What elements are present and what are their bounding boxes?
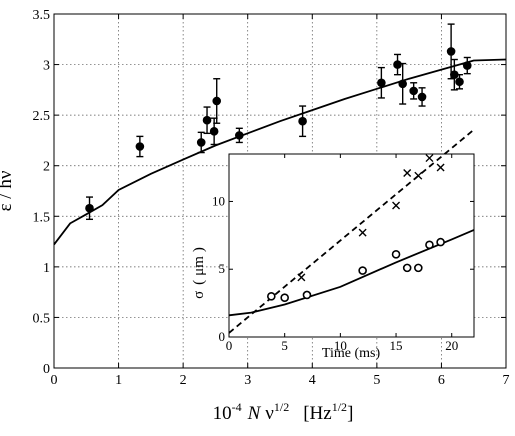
main-fit-line: [53, 58, 507, 246]
inset-tick-labels: 0 5 10 15 20 0 5 10: [212, 193, 458, 353]
inset-x-tick-label: 10: [334, 338, 347, 353]
marker-filled-circle: [212, 96, 222, 106]
marker-open-circle: [391, 250, 401, 259]
marker-open-circle: [425, 240, 434, 250]
data-point: [377, 66, 386, 99]
y-axis-label: ε / hν: [0, 170, 16, 211]
marker-open-circle: [402, 263, 412, 273]
data-point: [409, 82, 418, 100]
marker-filled-circle: [450, 70, 459, 79]
data-point: [446, 23, 456, 80]
inset-ticks: [228, 154, 474, 338]
data-point: [455, 73, 464, 90]
marker-filled-circle: [393, 60, 402, 69]
y-tick-label: 2.5: [33, 109, 51, 124]
inset-data-points: [267, 154, 445, 302]
data-point: [196, 131, 206, 154]
data-point: [417, 87, 427, 107]
data-point: [450, 58, 459, 91]
marker-open-circle: [280, 293, 289, 302]
inset-y-axis-label: σ(μm): [191, 247, 207, 299]
x-tick-label: 0: [51, 373, 58, 388]
main-data-points: [85, 23, 472, 221]
main-fit-curve: [53, 58, 507, 246]
x-tick-label: 5: [373, 373, 380, 388]
inset-x-tick-label: 15: [390, 338, 403, 353]
marker-filled-circle: [135, 142, 145, 151]
marker-x: [358, 228, 367, 237]
inset-solid-fit: [228, 229, 475, 317]
x-tick-label: 1: [115, 373, 122, 388]
marker-x: [403, 168, 412, 177]
x-tick-label: 3: [244, 373, 251, 388]
y-tick-label: 3.5: [33, 8, 51, 23]
marker-open-circle: [302, 290, 312, 300]
marker-filled-circle: [462, 61, 472, 70]
y-tick-label: 1: [43, 261, 50, 276]
data-point: [393, 53, 402, 76]
inset-axes-frame: [228, 153, 475, 338]
x-tick-label: 6: [438, 373, 445, 388]
inset-y-tick-label: 10: [212, 193, 225, 208]
marker-filled-circle: [446, 47, 456, 56]
marker-open-circle: [358, 266, 367, 275]
data-point: [462, 56, 472, 75]
marker-filled-circle: [235, 131, 244, 140]
marker-filled-circle: [455, 77, 464, 87]
marker-filled-circle: [202, 115, 212, 125]
marker-filled-circle: [417, 92, 427, 102]
data-point: [398, 62, 407, 105]
data-point: [235, 127, 244, 144]
y-tick-label: 3: [43, 59, 50, 74]
marker-x: [436, 163, 445, 172]
inset-x-tick-label: 20: [445, 338, 458, 353]
marker-filled-circle: [398, 79, 407, 89]
marker-filled-circle: [298, 116, 307, 126]
inset-y-tick-label: 0: [219, 329, 226, 344]
y-tick-label: 0.5: [33, 311, 51, 326]
y-tick-label: 2: [43, 160, 50, 175]
main-tick-labels: 0 1 2 3 4 5 6 7 0 0.5 1 1.5 2 2.5 3 3.5: [33, 8, 510, 388]
data-point: [202, 106, 212, 135]
marker-filled-circle: [85, 203, 94, 213]
marker-x: [297, 273, 306, 282]
data-point: [85, 196, 94, 221]
marker-x: [425, 154, 434, 163]
inset-x-tick-label: 5: [281, 338, 288, 353]
data-point: [135, 135, 145, 158]
inset-x-tick-label: 0: [226, 338, 233, 353]
marker-filled-circle: [209, 127, 219, 136]
marker-filled-circle: [377, 78, 386, 88]
x-tick-label: 7: [503, 373, 510, 388]
marker-filled-circle: [196, 138, 206, 147]
data-point: [212, 78, 222, 124]
marker-open-circle: [436, 237, 445, 247]
x-tick-label: 4: [309, 373, 316, 388]
marker-x: [392, 201, 401, 210]
y-tick-label: 1.5: [33, 210, 51, 225]
x-tick-label: 2: [180, 373, 187, 388]
marker-open-circle: [267, 292, 276, 301]
marker-open-circle: [414, 263, 423, 273]
y-tick-label: 0: [43, 362, 50, 377]
inset-x-axis-label: Time (ms): [322, 346, 381, 361]
inset-y-tick-label: 5: [219, 261, 226, 276]
data-point: [298, 105, 307, 138]
main-axes-frame: [53, 13, 507, 369]
marker-filled-circle: [409, 86, 418, 96]
marker-x: [414, 171, 423, 180]
